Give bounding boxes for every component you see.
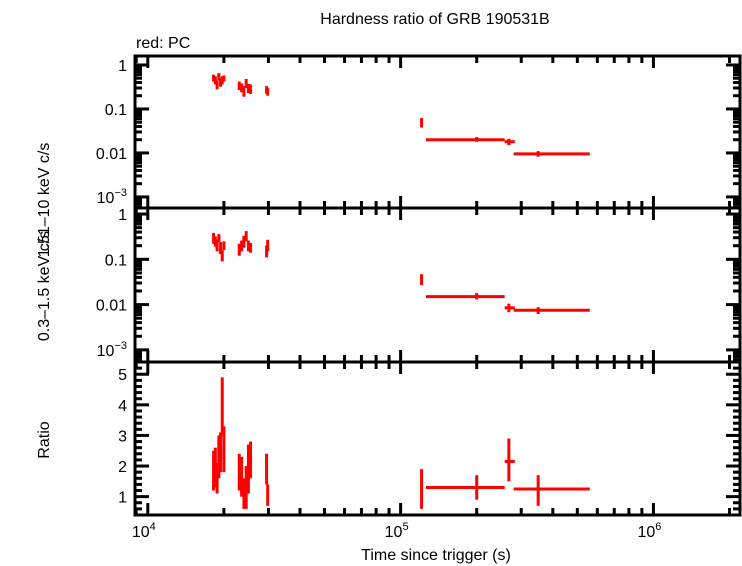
y-tick-label: 0.01 (96, 298, 127, 315)
y-tick-label: 0.1 (105, 252, 127, 269)
legend-note: red: PC (136, 35, 190, 52)
y-tick-label: 1 (118, 58, 127, 75)
y-axis-label-soft: 0.3–1.5 keV c/s (36, 231, 53, 341)
y-axis-label-ratio: Ratio (36, 421, 53, 458)
x-axis-label: Time since trigger (s) (361, 547, 511, 564)
y-axis-label-hard: 1.51–10 keV c/s (36, 143, 53, 258)
y-tick-label: 0.01 (96, 146, 127, 163)
x-tick-label: 105 (385, 521, 409, 541)
y-tick-label: 5 (118, 367, 127, 384)
panel-frame-2 (133, 360, 742, 517)
x-tick-label: 104 (132, 521, 156, 541)
panel-frame-1 (133, 206, 742, 364)
y-tick-label: 2 (118, 459, 127, 476)
y-tick-label: 4 (118, 398, 127, 415)
y-tick-label: 1 (118, 490, 127, 507)
chart-title: Hardness ratio of GRB 190531B (320, 11, 549, 28)
y-tick-label: 10−3 (97, 340, 127, 360)
y-tick-label: 1 (118, 207, 127, 224)
y-tick-label: 3 (118, 428, 127, 445)
panel-frame-0 (133, 54, 742, 210)
x-tick-label: 106 (637, 521, 661, 541)
y-tick-label: 10−3 (97, 187, 127, 207)
y-tick-label: 0.1 (105, 102, 127, 119)
